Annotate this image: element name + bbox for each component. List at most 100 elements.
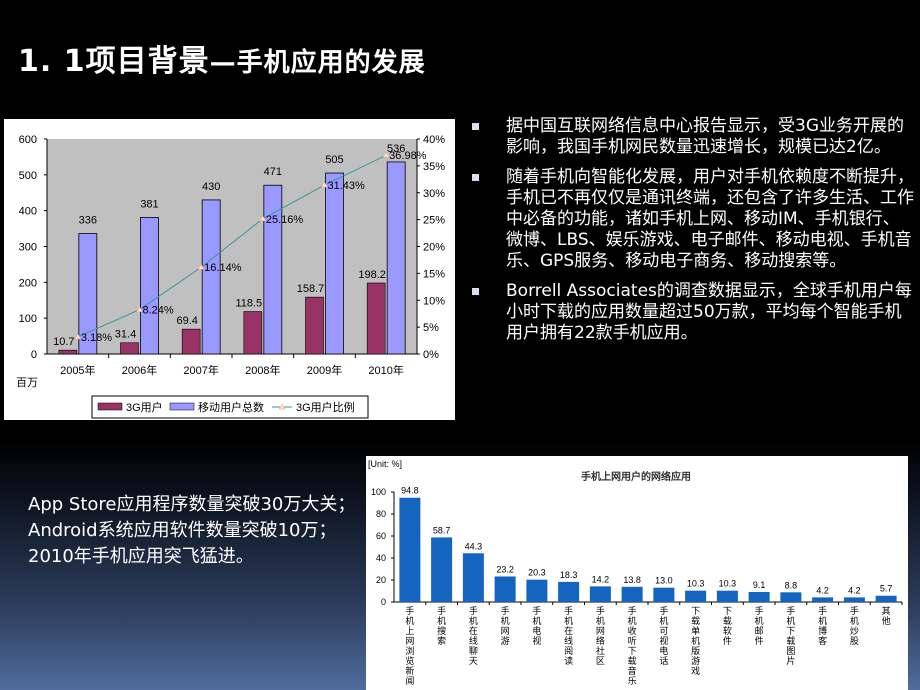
y-tick-label: 300 (19, 242, 37, 254)
x-tick-label-char: 载 (786, 635, 795, 647)
bar (780, 592, 802, 602)
app-stats-text: App Store应用程序数量突破30万大关； Android系统应用软件数量突… (28, 492, 368, 570)
user-growth-chart: 0 100 200 300 400 500 600 0% 5% 10% 15% 20% 25% 30% 35… (2, 117, 457, 422)
ratio-marker-icon (259, 215, 267, 222)
x-tick-label-char: 搜 (437, 625, 446, 637)
x-tick-label: 2010年 (368, 363, 403, 377)
bar-3g-label: 198.2 (358, 269, 386, 281)
y-tick-label: 40 (376, 553, 386, 563)
x-tick-label-char: 股 (850, 636, 859, 647)
bar-value-label: 58.7 (433, 525, 451, 535)
y-tick-label: 100 (371, 487, 386, 497)
x-tick-label-char: 手 (755, 605, 764, 617)
x-tick-label-char: 博 (818, 625, 827, 637)
bullet-item: 据中国互联网络信息中心报告显示，受3G业务开展的影响，我国手机网民数量迅速增长，… (470, 116, 915, 158)
x-tick-label-char: 机 (786, 615, 795, 627)
x-tick-label-char: 版 (691, 645, 700, 657)
bar (589, 586, 611, 602)
x-tick-label-char: 网 (596, 626, 605, 637)
bar (621, 586, 643, 602)
bar-3g-label: 118.5 (235, 298, 262, 310)
bar-total (78, 233, 98, 355)
x-tick-label-char: 机 (437, 615, 446, 627)
bar-value-label: 4.2 (848, 585, 861, 595)
ratio-label: 3.18% (81, 332, 112, 344)
unit-label: [Unit: %] (368, 459, 402, 469)
y2-tick-label: 0% (423, 349, 439, 361)
x-tick-label-char: 件 (755, 635, 764, 647)
x-tick-label-char: 读 (564, 655, 573, 667)
bullet-text: 据中国互联网络信息中心报告显示，受3G业务开展的影响，我国手机网民数量迅速增长，… (506, 116, 904, 157)
x-tick-label-char: 络 (596, 635, 605, 647)
x-tick-label: 2006年 (122, 363, 157, 377)
legend-ratio-label: 3G用户比例 (296, 400, 355, 414)
legend (91, 395, 369, 419)
bullet-item: Borrell Associates的调查数据显示，全球手机用户每小时下载的应用… (470, 281, 915, 344)
y2-tick-label: 40% (423, 134, 445, 146)
bar (843, 597, 865, 602)
y2-tick-label: 10% (423, 295, 445, 307)
y-tick-label: 100 (19, 313, 37, 325)
bullet-square-icon (472, 288, 479, 295)
ratio-marker-icon (197, 263, 205, 270)
bar (653, 587, 675, 602)
legend-3g-label: 3G用户 (126, 400, 163, 414)
bar-total (140, 217, 159, 355)
bar-total-label: 536 (387, 143, 405, 155)
x-tick-label-char: 其 (882, 606, 891, 617)
x-tick-label-char: 在 (564, 625, 573, 637)
mobile-internet-apps-chart: [Unit: %] 手机上网用户的网络应用 0 20 40 60 80 100 94.8 手机上网… (366, 456, 908, 690)
x-tick-label-char: 收 (628, 625, 637, 637)
y-tick-label: 80 (376, 509, 386, 519)
bar-3g (366, 282, 386, 355)
x-tick-label: 2009年 (307, 363, 342, 377)
x-tick-label-char: 音 (628, 665, 637, 677)
y2-tick-label: 30% (423, 188, 445, 200)
x-tick-label-char: 机 (850, 615, 859, 627)
bar (716, 590, 738, 602)
x-tick-label-char: 戏 (691, 665, 700, 677)
x-tick-label-char: 话 (659, 655, 668, 667)
y2-tick-label: 35% (423, 161, 445, 173)
bar (431, 537, 453, 602)
x-tick-label: 2007年 (183, 363, 218, 377)
x-tick-label-char: 线 (469, 635, 478, 647)
bar-total-label: 471 (264, 166, 282, 178)
x-tick-label-char: 机 (755, 615, 764, 627)
y2-tick-label: 15% (423, 268, 445, 280)
x-tick-label-char: 听 (628, 636, 637, 647)
bar-total-label: 336 (79, 215, 97, 227)
bar (558, 581, 580, 602)
x-tick-label-char: 社 (596, 645, 605, 657)
x-tick-label-char: 在 (469, 625, 478, 637)
x-tick-label-char: 天 (469, 657, 478, 667)
x-tick-label-char: 他 (882, 615, 891, 627)
x-tick-label-char: 手 (437, 605, 446, 617)
bullet-square-icon (472, 174, 479, 181)
bar (875, 595, 897, 602)
x-tick-label-char: 线 (564, 635, 573, 647)
x-tick-label-char: 手 (501, 605, 510, 617)
y-tick-label: 600 (19, 134, 37, 146)
title-main: 1. 1项目背景 (18, 44, 210, 79)
x-tick-label-char: 视 (659, 635, 668, 647)
chart-title: 手机上网用户的网络应用 (581, 470, 691, 483)
legend-total-swatch (169, 402, 195, 411)
ratio-marker-icon (74, 333, 82, 340)
legend-3g-swatch (97, 402, 123, 411)
x-tick-label-char: 游 (501, 635, 510, 647)
x-tick-label-char: 手 (532, 605, 541, 617)
legend-total-label: 移动用户总数 (198, 400, 264, 414)
bar-value-label: 23.2 (496, 564, 514, 574)
x-tick-label-char: 邮 (755, 625, 764, 637)
user-growth-chart-svg: 0 100 200 300 400 500 600 0% 5% 10% 15% 20% 25% 30% 35… (16, 134, 445, 419)
bar-value-label: 13.0 (655, 576, 673, 586)
x-tick-label-char: 区 (596, 656, 605, 667)
ratio-label: 8.24% (143, 305, 174, 317)
x-tick-label-char: 下 (786, 627, 795, 637)
x-tick-label-char: 乐 (628, 675, 637, 687)
x-tick-label-char: 手 (469, 605, 478, 617)
x-tick-label-char: 电 (659, 645, 668, 657)
bar-value-label: 5.7 (880, 584, 893, 594)
bar-3g-label: 31.4 (115, 329, 136, 341)
